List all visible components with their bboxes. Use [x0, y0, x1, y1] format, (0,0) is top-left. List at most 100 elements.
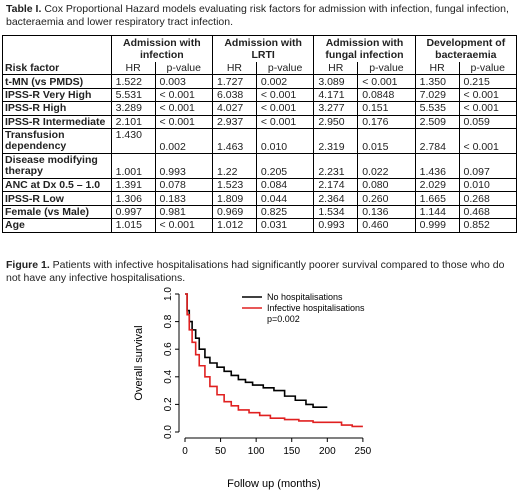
p-value-cell: 0.260	[357, 191, 416, 206]
hr-cell: 4.171	[313, 87, 359, 103]
p-value-cell: 0.080	[357, 177, 416, 193]
series-line-no-hospitalisations	[185, 293, 328, 408]
hr-cell: 2.029	[414, 177, 460, 193]
p-value-header: p-value	[154, 62, 213, 76]
table-row: ANC at Dx 0.5 – 1.0 1.391 0.078 1.523 0.084 2…	[2, 177, 518, 193]
hr-cell: 1.727	[211, 74, 257, 89]
p-value-cell: 0.205	[255, 152, 315, 179]
x-tick-label: 50	[215, 446, 227, 457]
p-value-cell: 0.059	[458, 114, 518, 129]
hr-cell: 6.038	[211, 87, 257, 103]
x-tick-label: 200	[319, 446, 336, 457]
hr-cell: 3.289	[110, 101, 156, 116]
hr-cell: 0.997	[110, 204, 156, 220]
table-caption-text: Cox Proportional Hazard models evaluatin…	[6, 3, 509, 28]
table-row: Female (vs Male) 0.997 0.981 0.969 0.825 1.53…	[2, 204, 518, 220]
risk-factor-header: Risk factor	[2, 62, 112, 76]
hr-cell: 5.531	[110, 87, 156, 103]
p-value-cell: 0.002	[255, 74, 315, 89]
hr-cell: 5.535	[414, 101, 460, 116]
table-corner-cell	[2, 35, 112, 62]
p-value-cell: 0.078	[154, 177, 213, 193]
p-value-header: p-value	[357, 62, 416, 76]
y-tick-label: 0.4	[163, 369, 174, 383]
risk-factor-cell: IPSS-R High	[2, 101, 112, 116]
figure-caption-label: Figure 1.	[6, 259, 50, 271]
p-value-cell: 0.044	[255, 191, 315, 206]
x-tick-label: 100	[248, 446, 265, 457]
hr-cell: 1.350	[414, 74, 460, 89]
p-value-cell: < 0.001	[154, 87, 213, 103]
p-value-cell: 0.015	[357, 127, 416, 154]
table-row: IPSS-R Very High 5.531 < 0.001 6.038 < 0.001…	[2, 87, 518, 103]
table-row: Transfusion dependency 1.430 0.002 1.463 0.0…	[2, 127, 518, 154]
legend-label: Infective hospitalisations	[267, 303, 365, 313]
p-value-cell: < 0.001	[255, 87, 315, 103]
risk-factor-cell: Disease modifying therapy	[2, 152, 112, 179]
risk-factor-cell: IPSS-R Intermediate	[2, 114, 112, 129]
hr-cell: 2.784	[414, 127, 460, 154]
p-value-cell: 0.022	[357, 152, 416, 179]
x-tick-label: 150	[283, 446, 300, 457]
hr-cell: 1.22	[211, 152, 257, 179]
risk-factor-cell: IPSS-R Low	[2, 191, 112, 206]
table-row: IPSS-R Low 1.306 0.183 1.809 0.044 2.364 0.260…	[2, 191, 518, 206]
survival-chart: 0.0 0.2 0.4 0.6 0.8 1.0 0 50 100 150 200 250 Follow …	[133, 287, 372, 490]
p-value-cell: < 0.001	[458, 87, 518, 103]
hr-cell: 0.999	[414, 218, 460, 233]
group-header-bacteraemia: Development of bacteraemia	[414, 35, 518, 62]
hr-cell: 1.534	[313, 204, 359, 220]
p-value-cell: 0.002	[154, 127, 213, 154]
table-row: Disease modifying therapy 1.001 0.993 1.22 0…	[2, 152, 518, 179]
y-tick-label: 0.0	[163, 425, 174, 439]
hr-cell: 1.463	[211, 127, 257, 154]
risk-factor-cell: Female (vs Male)	[2, 204, 112, 220]
p-value-cell: 0.084	[255, 177, 315, 193]
hr-cell: 0.969	[211, 204, 257, 220]
p-value-cell: 0.003	[154, 74, 213, 89]
hr-cell: 1.665	[414, 191, 460, 206]
risk-factor-cell: Age	[2, 218, 112, 233]
p-value-header: p-value	[255, 62, 315, 76]
figure-caption: Figure 1. Patients with infective hospit…	[6, 259, 514, 285]
risk-factor-cell: t-MN (vs PMDS)	[2, 74, 112, 89]
table-row: Age 1.015 < 0.001 1.012 0.031 0.993 0.460 0.999…	[2, 218, 518, 233]
hr-cell: 2.937	[211, 114, 257, 129]
table-caption: Table I. Cox Proportional Hazard models …	[6, 3, 514, 29]
p-value-cell: < 0.001	[255, 114, 315, 129]
hr-cell: 1.015	[110, 218, 156, 233]
p-value-cell: 0.215	[458, 74, 518, 89]
hr-cell: 2.950	[313, 114, 359, 129]
p-value-cell: 0.268	[458, 191, 518, 206]
p-value-cell: 0.825	[255, 204, 315, 220]
chart-axes: 0.0 0.2 0.4 0.6 0.8 1.0 0 50 100 150 200 250 Follow …	[133, 287, 372, 490]
p-value-cell: 0.183	[154, 191, 213, 206]
hr-cell: 4.027	[211, 101, 257, 116]
table-subheader-row: Risk factor HR p-value HR p-value HR p-v…	[2, 62, 518, 76]
risk-factor-cell: IPSS-R Very High	[2, 87, 112, 103]
p-value-cell: 0.852	[458, 218, 518, 233]
group-header-infection: Admission with infection	[110, 35, 213, 62]
y-tick-label: 0.2	[163, 397, 174, 411]
table-row: IPSS-R High 3.289 < 0.001 4.027 < 0.001 3.277…	[2, 101, 518, 116]
p-value-cell: < 0.001	[458, 101, 518, 116]
hr-cell: 2.101	[110, 114, 156, 129]
p-value-annotation: p=0.002	[267, 314, 300, 324]
p-value-header: p-value	[458, 62, 518, 76]
hr-cell: 1.306	[110, 191, 156, 206]
hr-cell: 1.522	[110, 74, 156, 89]
hr-cell: 2.174	[313, 177, 359, 193]
hr-cell: 7.029	[414, 87, 460, 103]
hr-header: HR	[414, 62, 460, 76]
x-tick-label: 0	[182, 446, 188, 457]
chart-plot-area	[185, 293, 363, 428]
hr-cell: 3.277	[313, 101, 359, 116]
table-body: t-MN (vs PMDS) 1.522 0.003 1.727 0.002 3.089 <…	[2, 74, 518, 233]
hr-cell: 2.231	[313, 152, 359, 179]
risk-factor-cell: Transfusion dependency	[2, 127, 112, 154]
risk-factor-cell: ANC at Dx 0.5 – 1.0	[2, 177, 112, 193]
y-tick-label: 0.8	[163, 314, 174, 328]
group-header-fungal: Admission with fungal infection	[313, 35, 416, 62]
p-value-cell: 0.151	[357, 101, 416, 116]
